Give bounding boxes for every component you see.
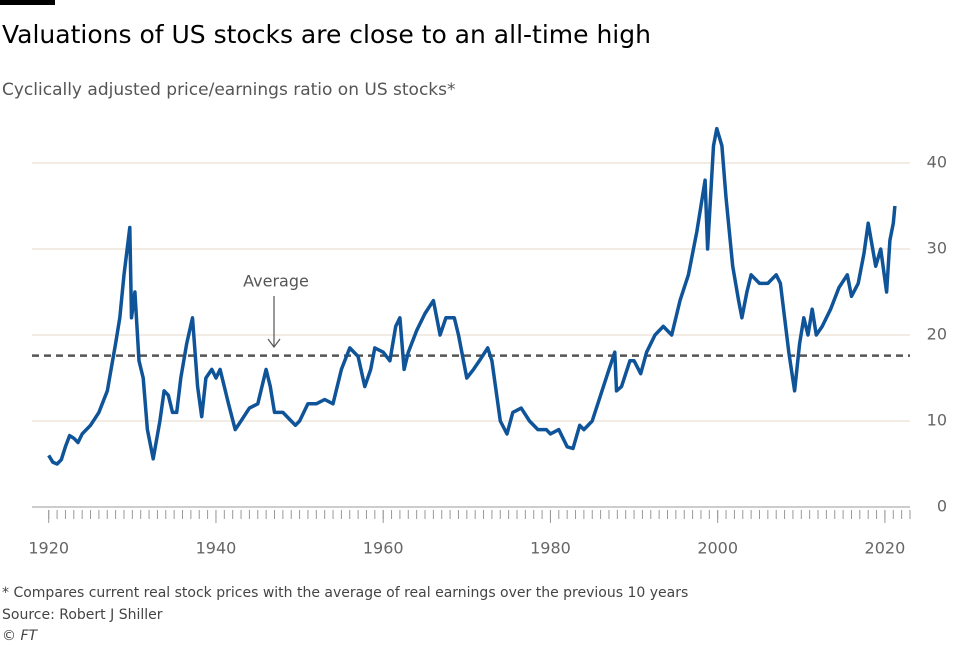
y-tick-label: 30	[927, 239, 947, 258]
footnote: * Compares current real stock prices wit…	[2, 585, 688, 601]
x-tick-label: 1940	[196, 539, 237, 558]
y-tick-label: 20	[927, 325, 947, 344]
annotation-arrowhead	[267, 338, 281, 348]
y-tick-label: 10	[927, 411, 947, 430]
y-tick-label: 0	[937, 497, 947, 516]
x-tick-label: 1920	[28, 539, 69, 558]
annotation: Average	[243, 272, 309, 291]
source: Source: Robert J Shiller	[2, 607, 163, 623]
chart-subtitle: Cyclically adjusted price/earnings ratio…	[2, 80, 456, 100]
x-tick-label: 2000	[697, 539, 738, 558]
credit: © FT	[2, 628, 39, 644]
brand-bar	[0, 0, 55, 5]
x-tick-label: 2020	[865, 539, 906, 558]
chart-title: Valuations of US stocks are close to an …	[2, 20, 651, 49]
x-tick-label: 1980	[530, 539, 571, 558]
data-line	[47, 126, 897, 466]
y-tick-label: 40	[927, 153, 947, 172]
x-tick-label: 1960	[363, 539, 404, 558]
